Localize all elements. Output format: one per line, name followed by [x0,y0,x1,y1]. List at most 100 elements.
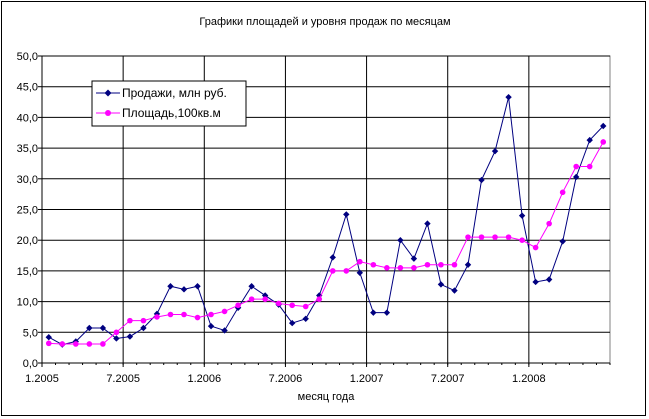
y-tick-label: 20,0 [17,235,38,247]
data-point [370,261,377,268]
x-tick-label: 7.2005 [106,373,140,385]
data-point [559,238,566,245]
data-point [154,314,160,320]
data-point [437,281,445,288]
data-point [113,335,120,342]
x-tick-label: 1.2007 [350,373,384,385]
data-point [100,341,106,347]
data-point [438,261,444,268]
data-point [572,173,580,181]
y-tick-label: 35,0 [17,143,38,155]
data-point [424,220,431,227]
data-point [545,276,553,283]
data-point [532,244,539,251]
series-line [48,97,604,346]
data-point [410,255,418,262]
data-point [59,341,66,347]
x-axis: 1.2005 7.2005 1.2006 7.2006 1.2007 7.2007 1.20… [25,362,611,385]
data-point [478,234,485,240]
data-point [451,261,458,268]
data-point [289,302,295,309]
data-point [370,309,377,316]
data-point [302,303,309,310]
data-point [411,265,417,271]
x-axis-label: месяц года [298,391,356,403]
y-tick-label: 50,0 [17,51,38,63]
data-point [384,265,390,271]
data-point [275,300,282,307]
data-point [221,308,228,315]
data-point [424,261,431,268]
data-point [194,283,201,290]
data-point [99,324,107,332]
y-tick-label: 25,0 [17,205,38,217]
data-point [329,268,336,274]
data-point [167,311,174,318]
data-point [357,258,363,265]
x-tick-label: 1.2006 [187,373,221,385]
y-axis: 0,0 5,0 10,0 15,0 20,0 25,0 30,0 35,0 40,0 45,0 50… [17,51,43,370]
data-point [127,317,133,324]
legend-box [91,80,247,127]
data-point [519,237,525,243]
legend: Продажи, млн руб. Площадь,100кв.м [91,80,247,127]
legend-marker-sales [104,89,112,97]
data-point [464,261,472,268]
data-point [181,311,187,318]
data-point [600,122,607,130]
data-point [248,296,255,302]
data-point [343,211,350,218]
y-tick-label: 10,0 [17,297,38,309]
data-point [573,163,579,170]
data-point [465,234,471,240]
data-point [235,302,241,309]
x-tick-label: 1.2008 [512,373,546,385]
data-point [383,309,391,316]
series-layer [45,93,607,348]
data-point [45,334,52,341]
data-point [180,286,188,293]
data-point [86,324,93,332]
data-point [505,93,512,101]
data-point [194,314,201,321]
data-point [491,147,499,155]
data-point [86,341,93,347]
data-point [329,254,336,261]
data-point [316,296,323,302]
x-tick-label: 1.2005 [25,373,59,385]
x-tick-label: 7.2006 [269,373,303,385]
data-point [113,329,120,336]
y-tick-label: 0,0 [23,358,38,370]
data-point [221,327,228,334]
data-point [140,317,147,324]
data-point [167,283,174,290]
y-tick-label: 40,0 [17,112,38,124]
data-point [505,234,512,240]
data-point [397,265,404,271]
x-tick-label: 7.2007 [431,373,465,385]
data-point [288,319,296,327]
data-point [248,283,255,290]
legend-marker-area [105,110,111,116]
data-point [559,189,566,196]
data-point [73,341,79,347]
data-point [356,269,364,276]
data-point [532,278,539,286]
series-1 [45,139,607,347]
data-point [600,139,607,145]
y-tick-label: 15,0 [17,266,38,278]
y-tick-label: 30,0 [17,174,38,186]
data-point [262,296,268,302]
data-point [546,220,552,227]
y-tick-label: 5,0 [23,327,38,339]
data-point [126,333,134,340]
legend-label-sales: Продажи, млн руб. [122,86,227,100]
data-point [45,340,52,347]
data-point [451,287,458,294]
data-point [586,136,593,144]
data-point [140,324,147,332]
data-point [492,234,498,240]
data-point [208,311,214,318]
y-tick-label: 45,0 [17,82,38,94]
